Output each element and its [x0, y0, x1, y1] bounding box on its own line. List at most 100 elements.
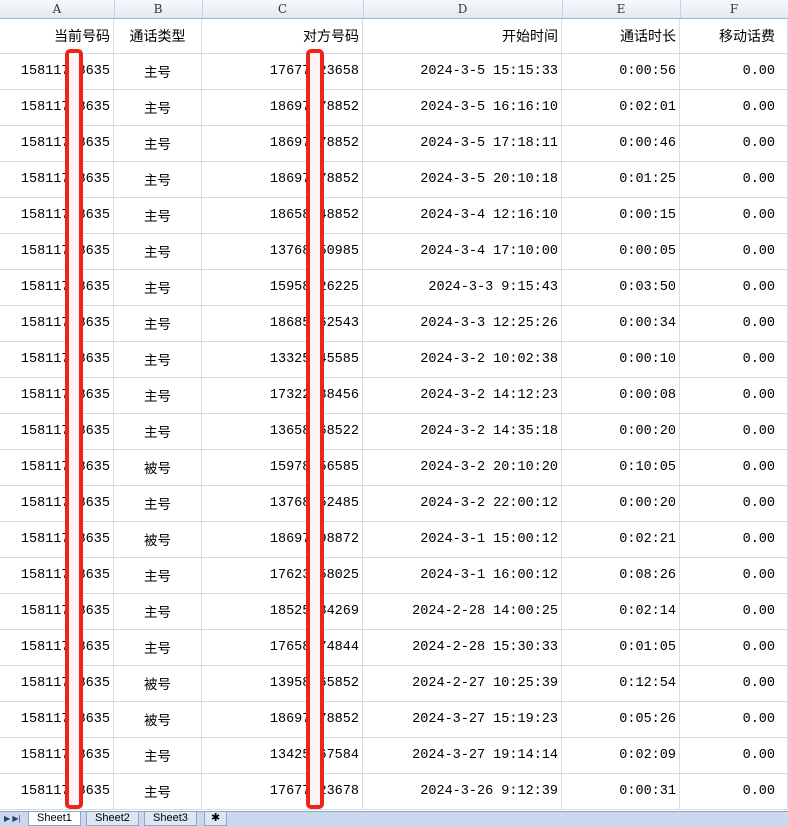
cell-fee[interactable]: 0.00	[680, 558, 788, 593]
cell-other-number[interactable]: 13958265852	[202, 666, 363, 701]
cell-fee[interactable]: 0.00	[680, 54, 788, 89]
cell-call-type[interactable]: 主号	[114, 126, 202, 161]
cell-other-number[interactable]: 18697398872	[202, 522, 363, 557]
cell-start-time[interactable]: 2024-3-5 17:18:11	[363, 126, 562, 161]
cell-call-type[interactable]: 主号	[114, 414, 202, 449]
cell-duration[interactable]: 0:00:05	[562, 234, 680, 269]
cell-other-number[interactable]: 17677123658	[202, 54, 363, 89]
cell-call-type[interactable]: 主号	[114, 630, 202, 665]
cell-fee[interactable]: 0.00	[680, 630, 788, 665]
cell-current-number[interactable]: 15811758635	[0, 450, 114, 485]
cell-call-type[interactable]: 主号	[114, 54, 202, 89]
cell-call-type[interactable]: 主号	[114, 378, 202, 413]
cell-start-time[interactable]: 2024-3-26 9:12:39	[363, 774, 562, 809]
cell-duration[interactable]: 0:02:21	[562, 522, 680, 557]
cell-current-number[interactable]: 15811758635	[0, 54, 114, 89]
cell-other-number[interactable]: 18658348852	[202, 198, 363, 233]
cell-duration[interactable]: 0:02:09	[562, 738, 680, 773]
cell-other-number[interactable]: 17658474844	[202, 630, 363, 665]
cell-duration[interactable]: 0:00:10	[562, 342, 680, 377]
cell-current-number[interactable]: 15811758635	[0, 774, 114, 809]
cell-duration[interactable]: 0:05:26	[562, 702, 680, 737]
cell-fee[interactable]: 0.00	[680, 450, 788, 485]
cell-other-number[interactable]: 15978156585	[202, 450, 363, 485]
cell-current-number[interactable]: 15811758635	[0, 630, 114, 665]
cell-call-type[interactable]: 主号	[114, 738, 202, 773]
cell-call-type[interactable]: 主号	[114, 486, 202, 521]
cell-duration[interactable]: 0:10:05	[562, 450, 680, 485]
cell-duration[interactable]: 0:02:14	[562, 594, 680, 629]
cell-fee[interactable]: 0.00	[680, 90, 788, 125]
cell-call-type[interactable]: 主号	[114, 162, 202, 197]
cell-fee[interactable]: 0.00	[680, 198, 788, 233]
cell-other-number[interactable]: 18697378852	[202, 702, 363, 737]
cell-current-number[interactable]: 15811758635	[0, 558, 114, 593]
cell-other-number[interactable]: 18697378852	[202, 90, 363, 125]
cell-start-time[interactable]: 2024-3-3 9:15:43	[363, 270, 562, 305]
cell-other-number[interactable]: 13425567584	[202, 738, 363, 773]
cell-duration[interactable]: 0:00:08	[562, 378, 680, 413]
cell-other-number[interactable]: 13768250985	[202, 234, 363, 269]
column-header-d[interactable]: D	[363, 0, 563, 18]
header-other-number[interactable]: 对方号码	[202, 19, 363, 53]
cell-current-number[interactable]: 15811758635	[0, 702, 114, 737]
cell-duration[interactable]: 0:00:15	[562, 198, 680, 233]
cell-call-type[interactable]: 主号	[114, 306, 202, 341]
cell-fee[interactable]: 0.00	[680, 666, 788, 701]
cell-fee[interactable]: 0.00	[680, 774, 788, 809]
cell-current-number[interactable]: 15811758635	[0, 522, 114, 557]
column-header-a[interactable]: A	[0, 0, 115, 18]
cell-duration[interactable]: 0:00:34	[562, 306, 680, 341]
cell-current-number[interactable]: 15811758635	[0, 306, 114, 341]
cell-call-type[interactable]: 被号	[114, 522, 202, 557]
header-fee[interactable]: 移动话费	[680, 19, 788, 53]
cell-other-number[interactable]: 18697378852	[202, 126, 363, 161]
sheet-tab-1[interactable]: Sheet1	[28, 812, 81, 826]
cell-current-number[interactable]: 15811758635	[0, 270, 114, 305]
column-header-c[interactable]: C	[202, 0, 364, 18]
cell-fee[interactable]: 0.00	[680, 522, 788, 557]
cell-call-type[interactable]: 被号	[114, 450, 202, 485]
cell-fee[interactable]: 0.00	[680, 738, 788, 773]
cell-duration[interactable]: 0:00:56	[562, 54, 680, 89]
cell-start-time[interactable]: 2024-3-5 15:15:33	[363, 54, 562, 89]
insert-sheet-icon[interactable]: ✱	[204, 812, 228, 826]
cell-start-time[interactable]: 2024-3-5 20:10:18	[363, 162, 562, 197]
cell-current-number[interactable]: 15811758635	[0, 738, 114, 773]
cell-current-number[interactable]: 15811758635	[0, 162, 114, 197]
cell-duration[interactable]: 0:03:50	[562, 270, 680, 305]
cell-start-time[interactable]: 2024-2-28 14:00:25	[363, 594, 562, 629]
cell-fee[interactable]: 0.00	[680, 126, 788, 161]
cell-other-number[interactable]: 18697378852	[202, 162, 363, 197]
cell-start-time[interactable]: 2024-3-5 16:16:10	[363, 90, 562, 125]
cell-current-number[interactable]: 15811758635	[0, 90, 114, 125]
cell-current-number[interactable]: 15811758635	[0, 378, 114, 413]
header-start-time[interactable]: 开始时间	[363, 19, 562, 53]
column-header-e[interactable]: E	[562, 0, 681, 18]
cell-fee[interactable]: 0.00	[680, 270, 788, 305]
cell-duration[interactable]: 0:00:31	[562, 774, 680, 809]
cell-fee[interactable]: 0.00	[680, 306, 788, 341]
cell-fee[interactable]: 0.00	[680, 378, 788, 413]
cell-call-type[interactable]: 主号	[114, 234, 202, 269]
cell-other-number[interactable]: 15958426225	[202, 270, 363, 305]
cell-other-number[interactable]: 17623558025	[202, 558, 363, 593]
cell-start-time[interactable]: 2024-3-4 12:16:10	[363, 198, 562, 233]
cell-other-number[interactable]: 13658568522	[202, 414, 363, 449]
header-current-number[interactable]: 当前号码	[0, 19, 114, 53]
cell-call-type[interactable]: 主号	[114, 342, 202, 377]
cell-start-time[interactable]: 2024-2-28 15:30:33	[363, 630, 562, 665]
cell-other-number[interactable]: 13768252485	[202, 486, 363, 521]
cell-fee[interactable]: 0.00	[680, 486, 788, 521]
cell-current-number[interactable]: 15811758635	[0, 126, 114, 161]
cell-start-time[interactable]: 2024-3-27 19:14:14	[363, 738, 562, 773]
cell-start-time[interactable]: 2024-3-4 17:10:00	[363, 234, 562, 269]
cell-current-number[interactable]: 15811758635	[0, 666, 114, 701]
cell-current-number[interactable]: 15811758635	[0, 342, 114, 377]
cell-call-type[interactable]: 主号	[114, 558, 202, 593]
cell-start-time[interactable]: 2024-2-27 10:25:39	[363, 666, 562, 701]
cell-duration[interactable]: 0:01:25	[562, 162, 680, 197]
cell-duration[interactable]: 0:00:20	[562, 486, 680, 521]
cell-other-number[interactable]: 18525534269	[202, 594, 363, 629]
cell-other-number[interactable]: 18685562543	[202, 306, 363, 341]
